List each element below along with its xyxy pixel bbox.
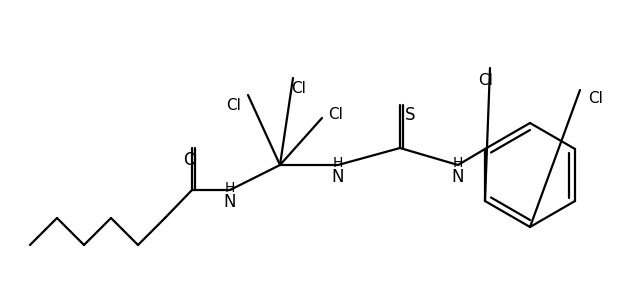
Text: Cl: Cl [227,97,241,112]
Text: Cl: Cl [328,106,344,122]
Text: Cl: Cl [479,72,493,87]
Text: H: H [333,156,343,170]
Text: O: O [184,151,196,169]
Text: N: N [224,193,236,211]
Text: Cl: Cl [589,91,604,105]
Text: S: S [404,106,415,124]
Text: N: N [332,168,344,186]
Text: H: H [225,181,235,195]
Text: N: N [452,168,464,186]
Text: H: H [453,156,463,170]
Text: Cl: Cl [292,80,307,95]
